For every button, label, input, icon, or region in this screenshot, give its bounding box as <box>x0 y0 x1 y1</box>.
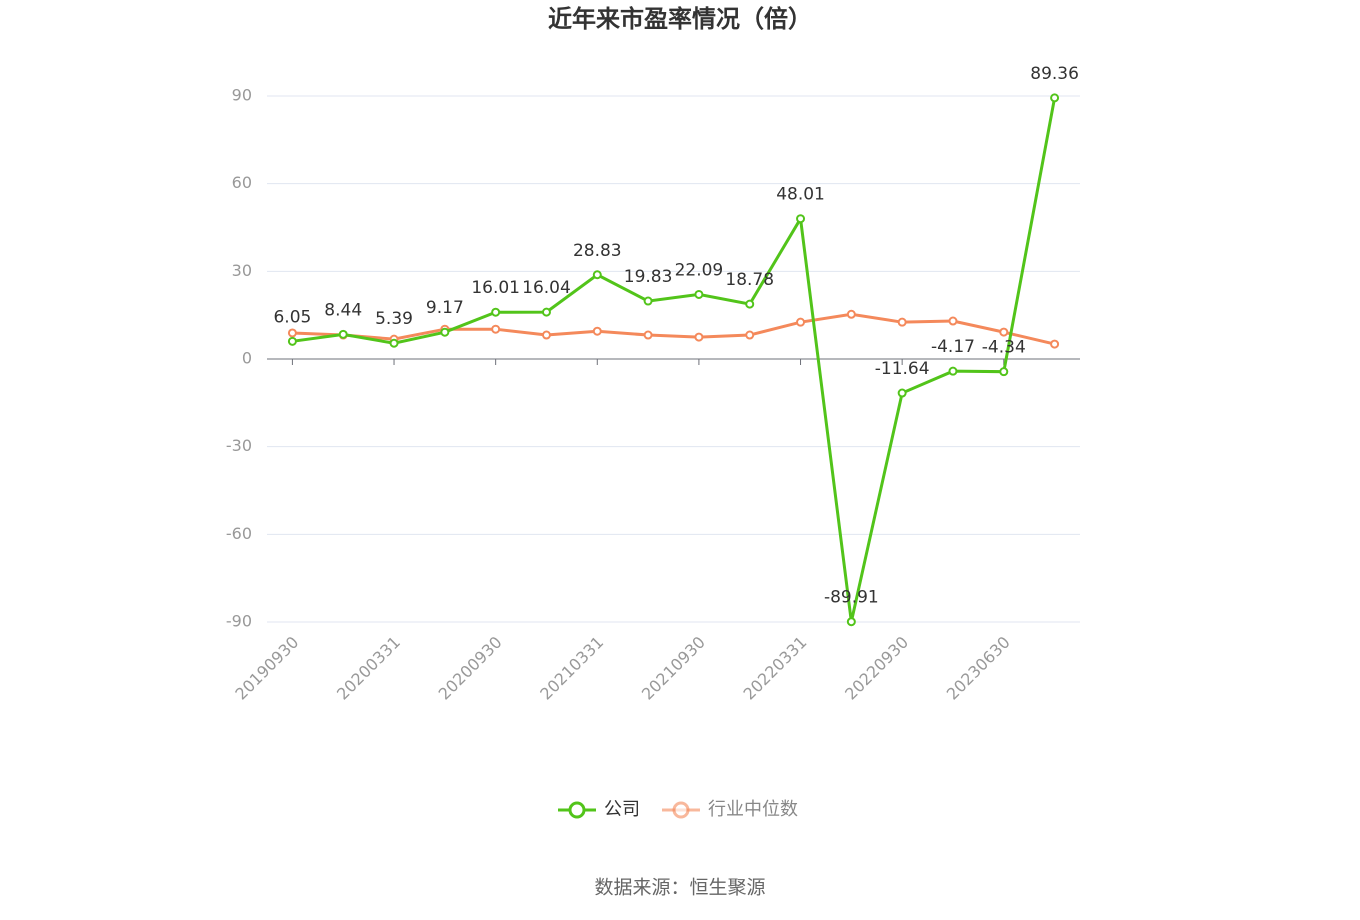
data-label: 48.01 <box>776 185 825 205</box>
x-tick-label: 20210331 <box>536 633 607 704</box>
y-tick-label: 60 <box>232 173 252 192</box>
point <box>948 316 958 326</box>
x-tick-label: 20220331 <box>740 633 811 704</box>
point <box>338 329 348 339</box>
data-label: 6.05 <box>273 307 311 327</box>
x-tick-label: 20210930 <box>638 633 709 704</box>
series-line <box>292 97 1057 623</box>
y-tick-label: -90 <box>226 612 252 631</box>
x-tick-label: 20230630 <box>943 633 1014 704</box>
point <box>694 289 704 299</box>
data-label: 9.17 <box>426 298 464 318</box>
point <box>389 338 399 348</box>
point <box>541 330 551 340</box>
chart-title: 近年来市盈率情况（倍） <box>548 5 812 33</box>
point <box>541 307 551 317</box>
point <box>287 336 297 346</box>
data-label: 16.01 <box>471 278 520 298</box>
x-tick-label: 20220930 <box>841 633 912 704</box>
x-tick-label: 20190930 <box>231 633 302 704</box>
legend-marker <box>568 801 586 819</box>
point <box>643 296 653 306</box>
point <box>643 330 653 340</box>
y-tick-label: 30 <box>232 261 252 280</box>
point <box>745 299 755 309</box>
point <box>694 332 704 342</box>
legend-label: 公司 <box>604 799 640 820</box>
point <box>999 367 1009 377</box>
point <box>897 317 907 327</box>
legend-marker <box>672 801 690 819</box>
point <box>491 324 501 334</box>
point <box>592 270 602 280</box>
data-label: 18.78 <box>725 270 774 290</box>
point <box>440 327 450 337</box>
point <box>796 317 806 327</box>
point <box>1050 339 1060 349</box>
y-tick-label: -60 <box>226 524 252 543</box>
point <box>745 330 755 340</box>
data-label: -4.17 <box>931 337 975 357</box>
data-label: 19.83 <box>624 267 673 287</box>
data-label: 89.36 <box>1030 64 1079 84</box>
data-label: 22.09 <box>675 260 724 280</box>
data-label: -4.34 <box>982 338 1026 358</box>
point <box>491 307 501 317</box>
point <box>287 328 297 338</box>
y-tick-label: 0 <box>242 349 252 368</box>
point <box>1050 93 1060 103</box>
x-tick-label: 20200930 <box>435 633 506 704</box>
legend-label: 行业中位数 <box>708 799 798 820</box>
point <box>846 617 856 627</box>
y-tick-label: 90 <box>232 86 252 105</box>
point <box>846 309 856 319</box>
point <box>592 326 602 336</box>
series-line <box>292 312 1055 346</box>
data-label: 16.04 <box>522 278 571 298</box>
y-tick-label: -30 <box>226 436 252 455</box>
source: 数据来源：恒生聚源 <box>594 877 765 899</box>
point <box>796 214 806 224</box>
point <box>999 327 1009 337</box>
x-tick-label: 20200331 <box>333 633 404 704</box>
data-label: 8.44 <box>324 300 362 320</box>
point <box>948 366 958 376</box>
data-label: 28.83 <box>573 241 622 261</box>
data-label: 5.39 <box>375 309 413 329</box>
point <box>897 388 907 398</box>
data-label: -11.64 <box>875 359 930 379</box>
data-label: -89.91 <box>824 588 879 608</box>
